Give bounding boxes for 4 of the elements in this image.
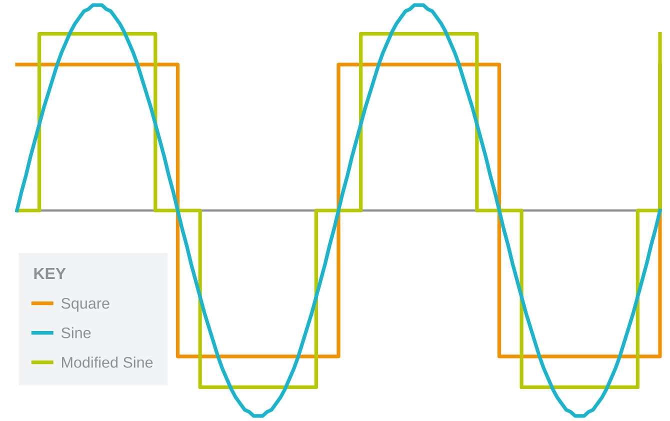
legend-label: Sine <box>61 327 91 338</box>
legend-title: KEY <box>34 268 66 279</box>
legend-label: Modified Sine <box>62 356 153 368</box>
legend-label: Square <box>61 298 110 312</box>
